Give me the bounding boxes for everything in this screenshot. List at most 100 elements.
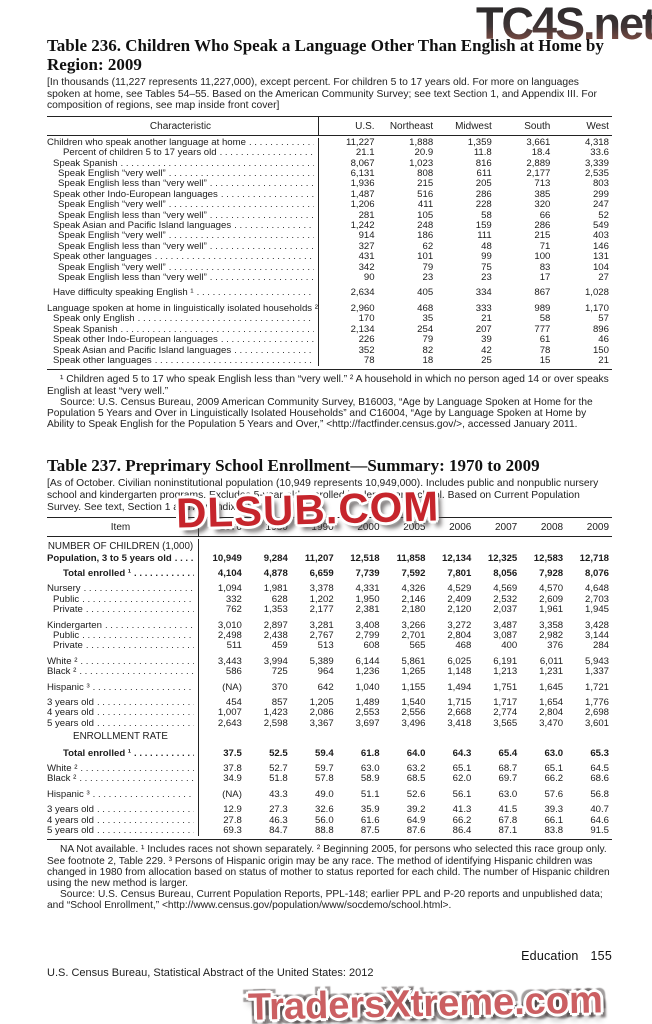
row-label-cell: Speak English “very well”: [47, 262, 319, 274]
column-header-label: Item: [110, 522, 131, 534]
value-cell: 91.5: [590, 826, 610, 837]
value-cell: 468: [417, 302, 434, 314]
row-label: Speak English less than “very well”: [58, 210, 207, 221]
row-label-cell: Black ²: [47, 774, 199, 785]
value-cell: 1,888: [409, 137, 434, 148]
table236: Characteristic U.S. Northeast Midwest South W…: [47, 115, 612, 371]
section-label: Education: [521, 949, 579, 963]
value-cell: 400: [501, 641, 518, 652]
value-cell: 2,598: [263, 718, 288, 729]
value-cell: 43.3: [269, 788, 288, 800]
value-cell: 762: [225, 605, 242, 616]
value-cell: 61.8: [360, 747, 380, 759]
value-cell: 2,982: [539, 630, 564, 641]
value-cell: 3,339: [584, 158, 609, 169]
dot-leader: [80, 764, 194, 774]
value-cell: 83: [539, 262, 551, 273]
value-cell: 6,011: [539, 655, 564, 667]
table237-note: [As of October. Civilian noninstitutiona…: [47, 478, 599, 513]
dot-leader: [97, 698, 194, 708]
row-label: Speak Asian and Pacific Island languages: [53, 345, 232, 356]
value-cell: 87.1: [498, 826, 518, 837]
value-cell: 37.8: [223, 763, 242, 775]
dot-leader: [249, 138, 314, 148]
table-row: Language spoken at home in linguisticall…: [47, 298, 612, 315]
value-cell: 1,007: [217, 708, 242, 719]
row-label: Public: [53, 630, 80, 641]
value-cell: 62.0: [452, 774, 472, 785]
value-cell: 215: [417, 179, 434, 190]
dot-leader: [79, 774, 194, 784]
row-label-cell: 5 years old: [47, 826, 199, 837]
value-cell: 65.1: [452, 763, 472, 775]
value-cell: 8,056: [493, 567, 518, 579]
row-label: 3 years old: [47, 804, 94, 816]
value-cell: 67.8: [498, 815, 518, 826]
value-cell: 411: [417, 200, 434, 211]
value-cell: 284: [593, 641, 610, 652]
column-header: Characteristic: [47, 116, 319, 135]
value-cell: 68.5: [406, 774, 426, 785]
value-cell: 2,960: [350, 302, 375, 314]
table-row: Private 511 459 513 608 565 468 400 376 284: [47, 641, 612, 652]
value-cell: 61: [539, 335, 551, 346]
credit-line: U.S. Census Bureau, Statistical Abstract…: [47, 967, 374, 979]
column-header: Item: [47, 518, 199, 537]
row-label-cell: Speak English less than “very well”: [47, 210, 319, 222]
value-cell: 352: [358, 345, 375, 356]
column-header: U.S.: [355, 120, 375, 132]
value-cell: 1,213: [493, 667, 518, 678]
value-cell: 21: [481, 314, 492, 325]
value-cell: 1,721: [585, 681, 610, 693]
value-cell: 58: [481, 210, 492, 221]
column-header: West: [586, 120, 609, 132]
row-label-cell: Hispanic ³: [47, 677, 199, 693]
row-label: Speak only English: [53, 314, 135, 325]
row-label-cell: Total enrolled ¹: [47, 743, 199, 760]
row-label-cell: Speak other Indo-European languages: [47, 335, 319, 346]
row-label: Speak other Indo-European languages: [53, 335, 218, 346]
value-cell: 23: [481, 273, 492, 284]
value-cell: 11,227: [345, 137, 375, 148]
value-cell: 3,281: [309, 619, 334, 631]
value-cell: 725: [271, 667, 288, 678]
value-cell: 58: [539, 314, 551, 325]
value-cell: [199, 539, 245, 553]
row-label: 4 years old: [47, 708, 94, 719]
value-cell: 3,378: [309, 583, 334, 595]
value-cell: 11.8: [473, 148, 492, 159]
value-cell: 35: [422, 314, 434, 325]
value-cell: 1,040: [355, 681, 380, 693]
value-cell: 64.6: [590, 815, 610, 826]
value-cell: 68.7: [498, 763, 518, 775]
value-cell: 49.0: [314, 788, 334, 800]
value-cell: 611: [476, 169, 492, 179]
value-cell: 4,331: [355, 583, 380, 595]
dot-leader: [97, 826, 194, 836]
column-header-label: Characteristic: [149, 120, 212, 132]
value-cell: 2,120: [447, 605, 472, 616]
table-body: Children who speak another language at h…: [47, 136, 612, 371]
table-row: Speak Spanish 2,134 254 207 777 896: [47, 324, 612, 336]
table236-footnotes: ¹ Children aged 5 to 17 who speak Englis…: [47, 374, 612, 430]
value-cell: 39.2: [406, 804, 426, 816]
value-cell: 2,799: [355, 630, 380, 641]
table-row: Speak English less than “very well” 327 62…: [47, 241, 612, 253]
row-label-cell: Children who speak another language at h…: [47, 137, 319, 149]
table-body: NUMBER OF CHILDREN (1,000) Population, 3 …: [47, 537, 612, 841]
row-label: 5 years old: [47, 718, 94, 729]
table-row: Public 2,498 2,438 2,767 2,799 2,701 2,804 3,08…: [47, 630, 612, 642]
value-cell: 15: [539, 355, 551, 366]
value-cell: 99: [481, 252, 492, 263]
section-header-label: ENROLLMENT RATE: [73, 731, 168, 743]
value-cell: 42: [481, 345, 492, 356]
value-cell: 4,570: [539, 583, 564, 595]
value-cell: 1,337: [585, 667, 610, 678]
table-row: Speak other Indo-European languages 226 79…: [47, 335, 612, 346]
value-cell: 713: [534, 179, 551, 190]
value-cell: 2,609: [539, 594, 564, 605]
value-cell: 3,470: [539, 718, 564, 729]
dot-leader: [220, 148, 314, 158]
value-cell: 1,494: [447, 681, 472, 693]
